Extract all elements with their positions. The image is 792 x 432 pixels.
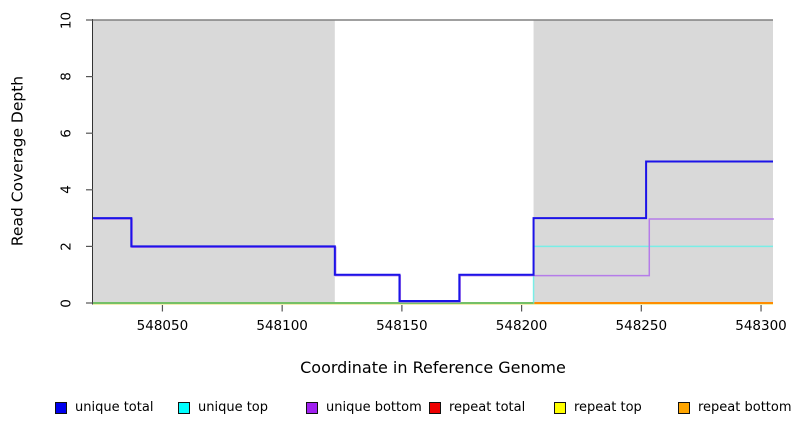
y-tick-label: 2 — [58, 242, 75, 251]
y-tick-label: 4 — [58, 185, 75, 195]
x-tick-label: 548200 — [495, 318, 548, 334]
legend: unique total unique top unique bottom repea… — [55, 400, 792, 415]
x-tick-label: 548050 — [136, 318, 189, 334]
x-tick-label: 548150 — [376, 318, 428, 334]
series-unique-total — [93, 160, 773, 302]
legend-item-repeat-bottom: repeat bottom — [678, 400, 792, 415]
legend-item-unique-bottom: unique bottom — [306, 400, 429, 415]
y-tick-label: 8 — [58, 72, 75, 81]
legend-item-repeat-total: repeat total — [429, 400, 554, 415]
legend-label-unique-top: unique top — [198, 400, 269, 415]
legend-item-repeat-top: repeat top — [554, 400, 678, 415]
y-tick-label: 0 — [58, 298, 75, 308]
legend-swatch-repeat-bottom — [678, 401, 690, 414]
x-tick-label: 548300 — [735, 318, 787, 334]
legend-swatch-unique-top — [178, 401, 190, 414]
legend-item-unique-top: unique top — [178, 400, 306, 415]
x-tick-label: 548100 — [256, 318, 308, 334]
y-tick-label: 6 — [58, 128, 75, 138]
legend-label-unique-bottom: unique bottom — [326, 400, 422, 415]
x-axis-title: Coordinate in Reference Genome — [300, 358, 566, 377]
x-tick-label: 548250 — [615, 318, 668, 334]
y-axis-title: Read Coverage Depth — [8, 75, 27, 247]
legend-label-repeat-bottom: repeat bottom — [698, 400, 792, 415]
legend-label-unique-total: unique total — [75, 400, 154, 415]
legend-label-repeat-total: repeat total — [449, 400, 526, 415]
y-tick-label: 10 — [58, 11, 75, 29]
legend-swatch-unique-bottom — [306, 401, 318, 414]
legend-item-unique-total: unique total — [55, 400, 178, 415]
legend-swatch-repeat-top — [554, 401, 566, 414]
legend-label-repeat-top: repeat top — [574, 400, 642, 415]
left-shaded-region — [93, 20, 335, 303]
legend-swatch-repeat-total — [429, 401, 441, 414]
legend-swatch-unique-total — [55, 401, 67, 414]
